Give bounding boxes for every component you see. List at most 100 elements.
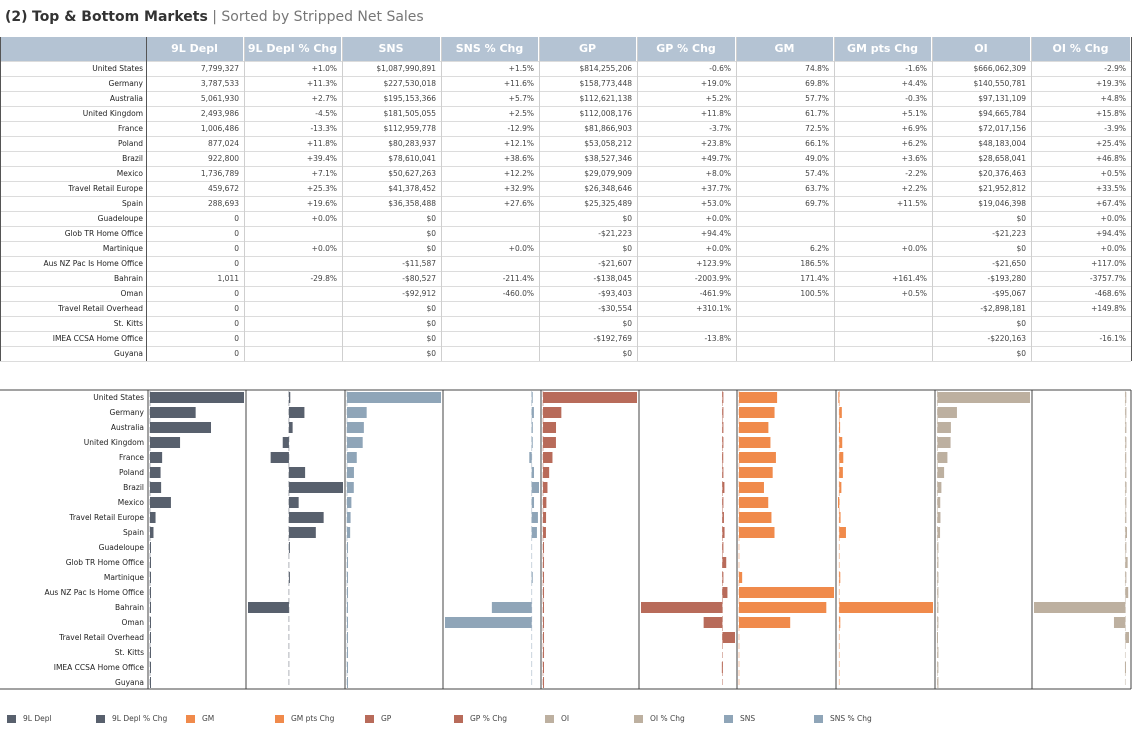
table-cell: +0.0% <box>311 244 337 253</box>
table-row: Travel Retail Europe 459,672 +25.3% $41,378… <box>0 181 1131 196</box>
table-cell: $181,505,055 <box>383 109 437 118</box>
table-row-divider <box>0 151 1131 152</box>
table-cell: $26,348,646 <box>584 184 632 193</box>
bar-mark <box>722 572 724 583</box>
table-cell: 69.8% <box>805 79 829 88</box>
bar-mark <box>531 467 535 478</box>
bar-mark <box>1125 437 1127 448</box>
bar-mark <box>347 407 367 418</box>
legend-swatch <box>186 715 195 723</box>
bar-mark <box>1125 452 1127 463</box>
bar-mark <box>1125 497 1127 508</box>
table-header-cell[interactable]: OI % Chg <box>1031 37 1131 61</box>
bar-mark <box>722 557 727 568</box>
table-cell: +19.3% <box>1095 79 1126 88</box>
bar-mark <box>288 392 291 403</box>
bar-mark <box>937 497 941 508</box>
bar-mark <box>839 452 844 463</box>
bar-mark <box>347 452 357 463</box>
bar-mark <box>937 467 945 478</box>
table-header-cell[interactable]: 9L Depl % Chg <box>244 37 342 61</box>
bar-mark <box>722 587 728 598</box>
bar-mark <box>347 392 441 403</box>
table-cell: $0 <box>1016 244 1026 253</box>
bar-mark <box>347 587 349 598</box>
bar-mark <box>543 662 544 673</box>
table-row-divider <box>0 331 1131 332</box>
bar-mark <box>347 647 349 658</box>
bar-mark <box>150 422 212 433</box>
table-cell: -3.9% <box>1104 124 1126 133</box>
bar-mark <box>838 497 840 508</box>
table-header-cell[interactable]: 9L Depl <box>146 37 244 61</box>
bar-mark <box>288 482 343 493</box>
table-cell: $0 <box>426 244 436 253</box>
table-cell: +33.5% <box>1095 184 1126 193</box>
table-cell: +37.7% <box>700 184 731 193</box>
market-name: Glob TR Home Office <box>64 229 143 238</box>
legend-swatch <box>365 715 374 723</box>
table-cell: +310.1% <box>696 304 731 313</box>
bar-mark <box>347 512 351 523</box>
bar-mark <box>937 572 939 583</box>
table-cell: +11.8% <box>306 139 337 148</box>
table-cell: +94.4% <box>700 229 731 238</box>
table-cell: +39.4% <box>306 154 337 163</box>
table-column-divider <box>1031 37 1032 361</box>
bar-mark <box>722 392 724 403</box>
table-row-divider <box>0 76 1131 77</box>
table-cell: 0 <box>234 349 239 358</box>
table-cell: -$11,587 <box>402 259 436 268</box>
table-cell: +27.6% <box>503 199 534 208</box>
table-cell: $25,325,489 <box>584 199 632 208</box>
table-cell: 0 <box>234 229 239 238</box>
table-cell: -$192,769 <box>593 334 633 343</box>
bar-mark <box>531 482 539 493</box>
table-cell: -$21,650 <box>992 259 1026 268</box>
table-cell: 0 <box>234 304 239 313</box>
table-cell: -2.9% <box>1104 64 1126 73</box>
bar-mark <box>347 662 349 673</box>
table-header-cell[interactable]: GM <box>736 37 834 61</box>
table-cell: +4.4% <box>901 79 927 88</box>
table-row-divider <box>0 211 1131 212</box>
bar-mark <box>288 422 293 433</box>
table-cell: -$193,280 <box>987 274 1027 283</box>
table-header-cell[interactable]: OI <box>932 37 1031 61</box>
table-cell: +6.2% <box>901 139 927 148</box>
table-cell: $72,017,156 <box>978 124 1026 133</box>
table-header-cell[interactable]: GM pts Chg <box>834 37 932 61</box>
legend-label: GM <box>202 714 215 723</box>
table-cell: $50,627,263 <box>388 169 436 178</box>
bar-mark <box>839 512 841 523</box>
table-header-cell[interactable]: SNS % Chg <box>441 37 539 61</box>
bar-mark <box>937 557 939 568</box>
table-cell: $36,358,488 <box>388 199 436 208</box>
table-header-cell[interactable]: GP % Chg <box>637 37 736 61</box>
page-title: (2) Top & Bottom Markets | Sorted by Str… <box>5 9 424 25</box>
table-cell: +19.0% <box>700 79 731 88</box>
market-name: Poland <box>117 139 143 148</box>
table-cell: 49.0% <box>805 154 829 163</box>
table-cell: -468.6% <box>1094 289 1126 298</box>
table-cell: 57.7% <box>805 94 829 103</box>
table-cell: $0 <box>426 304 436 313</box>
market-name: Brazil <box>122 154 143 163</box>
table-cell: 7,799,327 <box>200 64 239 73</box>
bar-mark <box>531 512 538 523</box>
table-header-cell[interactable]: SNS <box>342 37 441 61</box>
table-column-divider <box>244 37 245 361</box>
table-header-cell[interactable]: GP <box>539 37 637 61</box>
market-name: Germany <box>108 79 143 88</box>
bar-mark <box>937 542 939 553</box>
table-row: Poland 877,024 +11.8% $80,283,937 +12.1% $53,… <box>0 136 1131 151</box>
legend-swatch <box>724 715 733 723</box>
table-cell: +5.1% <box>901 109 927 118</box>
title-subtitle: Sorted by Stripped Net Sales <box>221 9 424 25</box>
legend-label: 9L Depl % Chg <box>112 714 168 723</box>
bar-mark <box>150 497 171 508</box>
table-cell: $80,283,937 <box>388 139 436 148</box>
table-cell: +19.6% <box>306 199 337 208</box>
table-cell: $0 <box>426 229 436 238</box>
table-cell: $97,131,109 <box>978 94 1026 103</box>
